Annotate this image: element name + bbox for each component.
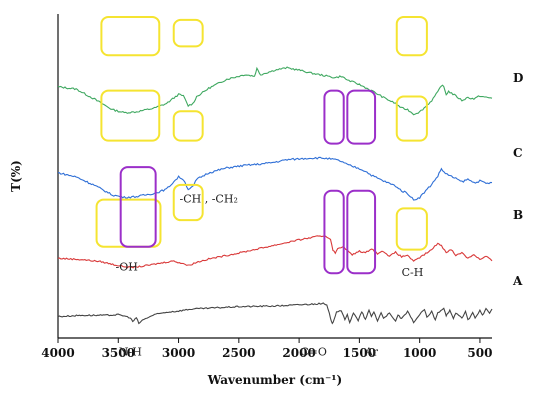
y-axis-title: T(%) — [9, 160, 23, 192]
curve-label-D: D — [513, 71, 523, 85]
x-tick-label: 1500 — [343, 346, 376, 360]
annotation-box — [172, 183, 204, 222]
annotation-box — [119, 166, 157, 248]
annotation-label: C=O — [300, 346, 327, 359]
annotation-box — [172, 18, 204, 48]
annotation-label: -CH , -CH₂ — [180, 193, 238, 206]
x-tick-label: 4000 — [41, 346, 74, 360]
curve-label-C: C — [513, 146, 523, 160]
annotation-box — [100, 89, 161, 142]
curve-label-A: A — [512, 274, 523, 288]
series-layer — [57, 66, 493, 325]
x-tick-label: 2000 — [282, 346, 315, 360]
x-tick-label: 500 — [467, 346, 492, 360]
annotation-box — [323, 189, 345, 275]
annotation-label: -OH — [116, 260, 138, 273]
annotation-label: Ar — [364, 346, 379, 359]
series-line-B — [57, 235, 493, 269]
series-line-A — [57, 302, 493, 325]
annotation-box — [95, 198, 162, 248]
annotation-box — [100, 15, 161, 57]
annotation-boxes — [95, 15, 428, 275]
annotation-box — [346, 189, 377, 275]
annotation-box — [395, 207, 428, 251]
annotation-labels: -OH -CH , -CH₂ C-H N-H C=O Ar — [116, 193, 424, 359]
x-tick-label: 3000 — [162, 346, 195, 360]
annotation-box — [395, 15, 428, 57]
annotation-label: C-H — [402, 266, 424, 279]
annotation-box — [346, 89, 377, 145]
x-tick-label: 3500 — [102, 346, 135, 360]
x-tick-label: 2500 — [222, 346, 255, 360]
series-line-D — [57, 66, 493, 116]
curve-label-B: B — [513, 208, 523, 222]
axes — [57, 14, 492, 339]
series-line-C — [57, 156, 493, 201]
x-tick-label: 1000 — [403, 346, 436, 360]
annotation-box — [172, 110, 204, 142]
annotation-label: N-H — [119, 346, 142, 359]
annotation-box — [323, 89, 345, 145]
annotation-box — [395, 95, 428, 142]
x-axis-title: Wavenumber (cm⁻¹) — [207, 373, 342, 387]
curve-labels: D C B A — [512, 71, 523, 288]
x-ticks: 4000 3500 3000 2500 2000 1500 1000 500 — [41, 338, 492, 360]
